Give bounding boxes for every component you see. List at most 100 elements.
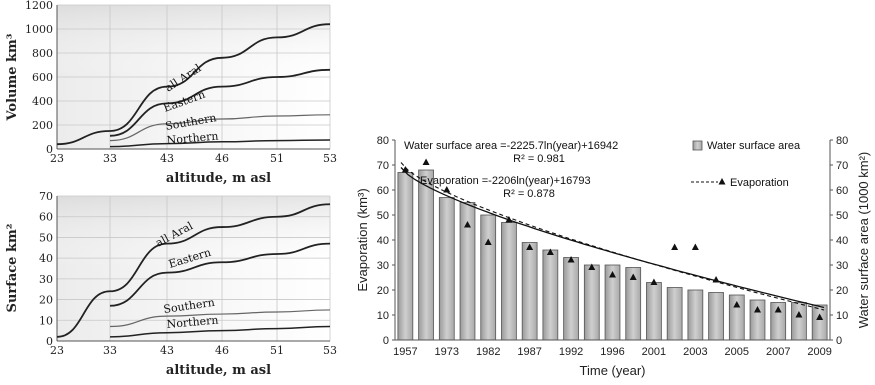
evaporation-point (526, 243, 534, 250)
x-tick-label: 33 (103, 152, 117, 165)
evaporation-point (401, 166, 409, 173)
r-squared-water-surface-area: R² = 0.981 (513, 153, 565, 165)
x-tick-label: 53 (323, 152, 337, 165)
y-tick-label: 200 (32, 119, 53, 132)
legend-swatch-water-surface-area (692, 140, 703, 151)
y-right-tick-label: 10 (836, 310, 848, 322)
x-tick-label: 1973 (435, 346, 459, 358)
x-tick-label: 43 (160, 344, 174, 357)
evaporation-point (443, 186, 451, 193)
evaporation-point (795, 311, 803, 318)
y-right-tick-label: 40 (836, 235, 848, 247)
y-tick-label: 600 (32, 71, 53, 84)
bar-water-surface-area (583, 264, 600, 341)
y-right-tick-label: 20 (836, 285, 848, 297)
evaporation-point (484, 238, 492, 245)
evaporation-point (546, 248, 554, 255)
x-tick-label: 1992 (559, 346, 583, 358)
evaporation-point (609, 271, 616, 278)
series-line-all-aral (56, 23, 331, 146)
y-right-tick-label: 0 (836, 335, 842, 347)
x-tick-label: 53 (323, 344, 337, 357)
series-line-southern (109, 114, 331, 142)
evaporation-chart: 0 0 10 10 20 20 30 30 40 40 50 50 60 60 70 70 80 80 1957 19… (355, 135, 871, 378)
x-tick-label: 51 (270, 152, 284, 165)
y-right-tick-label: 60 (836, 185, 848, 197)
y-tick-label: 1200 (25, 0, 53, 12)
evaporation-point (588, 263, 596, 270)
x-tick-label: 43 (160, 152, 174, 165)
evaporation-point (733, 301, 741, 308)
x-tick-label: 1982 (476, 346, 500, 358)
bar-water-surface-area (687, 289, 704, 341)
series-line-northern (109, 325, 331, 338)
evaporation-point (671, 243, 679, 250)
bar-water-surface-area (438, 197, 455, 341)
equation-water-surface-area: Water surface area =-2225.7ln(year)+1694… (404, 140, 618, 152)
series-label: Northern (166, 130, 219, 147)
bar-water-surface-area (791, 302, 807, 341)
bar-water-surface-area (708, 292, 724, 341)
legend-label-evaporation: Evaporation (730, 177, 789, 189)
series-line-southern (109, 309, 331, 328)
x-tick-label: 51 (270, 344, 284, 357)
bar-water-surface-area (666, 287, 683, 341)
y-tick-label: 800 (32, 47, 53, 60)
series-line-northern (109, 139, 331, 148)
x-tick-label: 46 (215, 344, 229, 357)
y-tick-label: 0 (46, 335, 53, 348)
y-left-axis-title: Evaporation (km³) (355, 188, 370, 291)
y-left-tick-label: 40 (377, 235, 389, 247)
y-tick-label: 0 (46, 143, 53, 156)
x-tick-label: 23 (50, 344, 64, 357)
evaporation-point (650, 278, 658, 285)
x-tick-label: 46 (215, 152, 229, 165)
x-tick-label: 2007 (766, 346, 790, 358)
y-right-tick-label: 80 (836, 135, 848, 147)
bar-water-surface-area (501, 222, 517, 341)
y-left-tick-label: 70 (377, 160, 389, 172)
evaporation-point (774, 306, 782, 313)
x-tick-label: 1996 (600, 346, 624, 358)
y-left-tick-label: 30 (377, 260, 389, 272)
x-tick-label: 2001 (642, 346, 666, 358)
series-line-all-aral (56, 203, 331, 338)
bar-water-surface-area (418, 169, 434, 341)
evaporation-point (422, 158, 430, 165)
trend-line-evaporation (400, 162, 825, 311)
x-tick-label: 23 (50, 152, 64, 165)
legend-label-water-surface-area: Water surface area (707, 140, 801, 152)
x-tick-label: 2003 (683, 346, 707, 358)
y-tick-label: 1000 (25, 23, 53, 36)
x-axis-title: Time (year) (580, 363, 646, 378)
bar-water-surface-area (480, 214, 497, 341)
y-right-tick-label: 70 (836, 160, 848, 172)
equation-evaporation: Evaporation =-2206ln(year)+16793 (420, 175, 591, 187)
x-tick-label: 33 (103, 344, 117, 357)
evaporation-point (629, 273, 637, 280)
x-tick-label: 1987 (517, 346, 541, 358)
evaporation-point (505, 216, 513, 223)
r-squared-evaporation: R² = 0.878 (503, 188, 555, 200)
y-left-tick-label: 10 (377, 310, 389, 322)
y-axis-title: Surface km² (5, 224, 20, 313)
evaporation-point (691, 243, 699, 250)
evaporation-point (816, 313, 824, 320)
y-tick-label: 40 (39, 252, 53, 265)
x-tick-label: 1957 (393, 346, 417, 358)
series-label: Northern (166, 314, 219, 331)
legend-marker-evaporation (718, 178, 726, 185)
y-tick-label: 400 (32, 95, 53, 108)
x-tick-label: 2005 (725, 346, 749, 358)
bar-water-surface-area (542, 249, 559, 341)
y-axis-title: Volume km³ (5, 33, 20, 121)
y-left-tick-label: 0 (383, 335, 389, 347)
y-right-tick-label: 50 (836, 210, 848, 222)
bar-water-surface-area (397, 172, 414, 341)
evaporation-point (712, 276, 720, 283)
y-left-tick-label: 80 (377, 135, 389, 147)
